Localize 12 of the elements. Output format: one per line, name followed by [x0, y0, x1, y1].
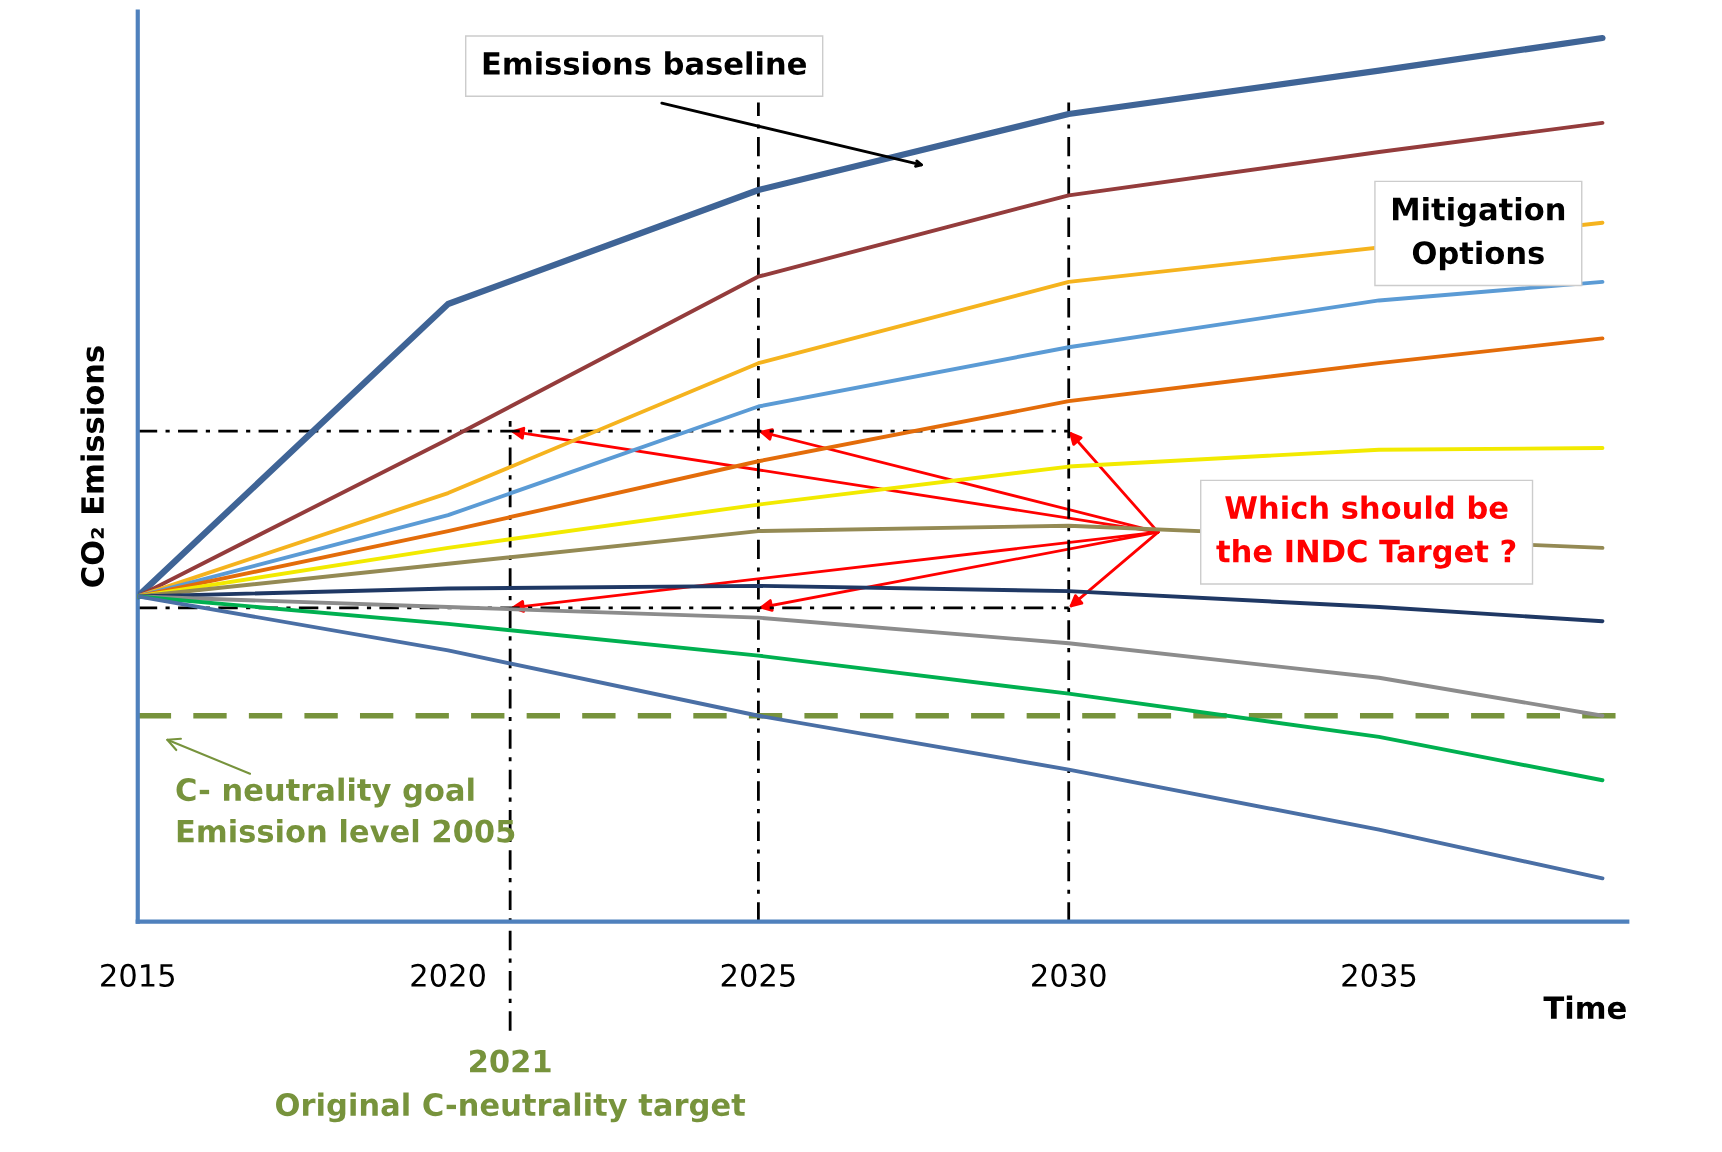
annotation: Which should be the INDC Target ? — [1216, 495, 1516, 569]
x-tick-label: 2020 — [411, 963, 485, 987]
x-tick-label: 2025 — [721, 963, 795, 987]
x-tick-label: 2015 — [101, 963, 174, 987]
x-tick-label: 2035 — [1342, 963, 1416, 987]
annotation: Mitigation Options — [1393, 196, 1565, 271]
legend-label: C- neutrality goal Emission level 2005 — [176, 777, 515, 843]
ref-line-label: 2021 Original C-neutrality target — [276, 1049, 746, 1123]
x-tick-label: 2030 — [1032, 963, 1106, 987]
annotation: Emissions baseline — [483, 51, 806, 75]
x-axis-title: Time — [1543, 995, 1626, 1020]
y-axis-title: CO₂ Emissions — [80, 346, 105, 587]
